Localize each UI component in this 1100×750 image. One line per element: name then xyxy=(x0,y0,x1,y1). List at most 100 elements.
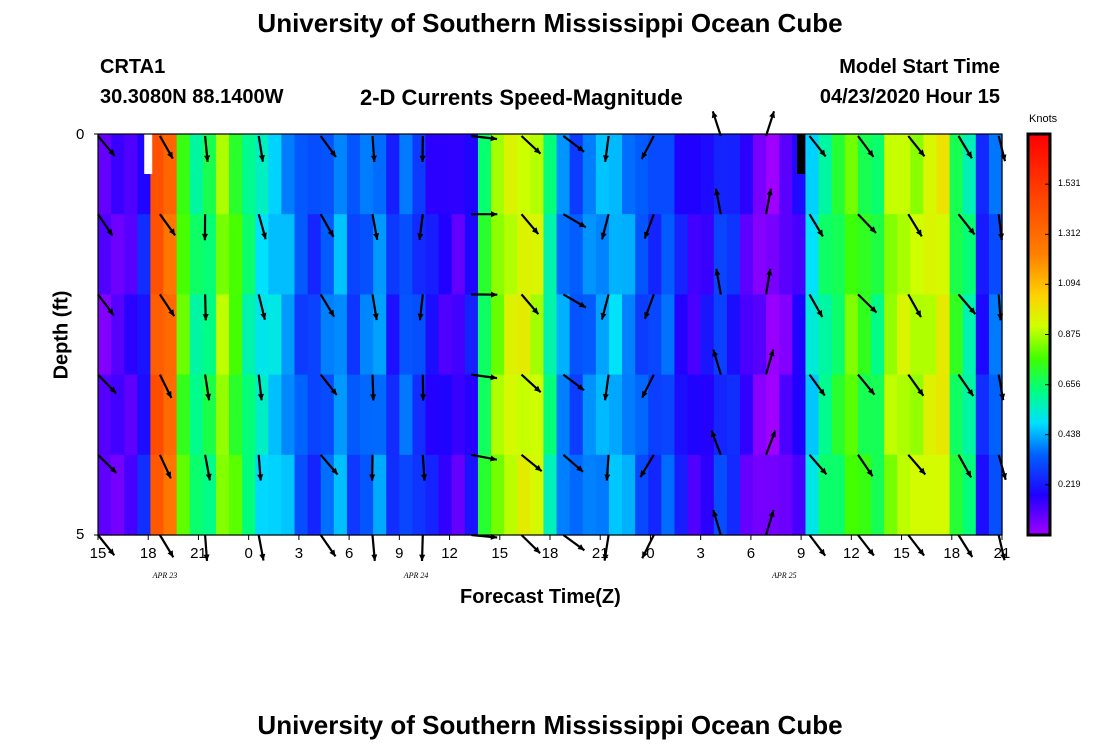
heatmap-cell xyxy=(831,374,846,456)
missing-data-marker xyxy=(797,134,806,174)
heatmap-cell xyxy=(464,454,479,536)
current-vector-arrow xyxy=(808,293,824,318)
heatmap-cell xyxy=(556,294,571,376)
heatmap-cell xyxy=(687,214,702,295)
current-vector-arrow xyxy=(957,135,973,159)
heatmap-cell xyxy=(124,294,138,376)
heatmap-cell xyxy=(582,134,597,215)
heatmap-cell xyxy=(504,294,518,376)
heatmap-cell xyxy=(844,374,859,456)
heatmap-cell xyxy=(805,294,820,376)
current-vector-arrow xyxy=(562,135,585,153)
heatmap-cell xyxy=(124,134,138,215)
heatmap-cell xyxy=(176,134,191,215)
current-vector-arrow xyxy=(257,374,264,401)
heatmap-cell xyxy=(975,374,990,456)
heatmap-cell xyxy=(163,294,178,376)
heatmap-cell xyxy=(268,294,283,376)
heatmap-cell xyxy=(320,454,335,536)
current-vector-arrow xyxy=(371,294,379,321)
heatmap-cell xyxy=(124,454,138,536)
heatmap-cell xyxy=(425,134,440,215)
heatmap-cell xyxy=(137,374,151,456)
heatmap-cell xyxy=(294,374,309,456)
heatmap-cell xyxy=(713,454,728,536)
heatmap-cell xyxy=(281,134,296,215)
heatmap-cell xyxy=(543,294,558,376)
heatmap-cell xyxy=(739,214,754,295)
current-vector-arrow xyxy=(158,534,175,558)
heatmap-cell xyxy=(163,134,178,215)
heatmap-cell xyxy=(556,214,571,295)
heatmap-cell xyxy=(333,454,348,536)
heatmap-cell xyxy=(910,454,924,536)
heatmap-cell xyxy=(622,134,636,215)
current-vector-arrow xyxy=(957,454,973,479)
heatmap-cell xyxy=(477,134,492,215)
current-vector-arrow xyxy=(907,293,922,318)
heatmap-cell xyxy=(897,214,911,295)
heatmap-cell xyxy=(215,214,230,295)
heatmap-cell xyxy=(255,134,269,215)
model-start-label: Model Start Time xyxy=(839,56,1000,78)
heatmap-cell xyxy=(399,294,414,376)
heatmap-cell xyxy=(622,374,636,456)
x-tick-label: 9 xyxy=(796,545,806,562)
heatmap-cell xyxy=(726,294,741,376)
heatmap-cell xyxy=(517,454,531,536)
heatmap-cell xyxy=(451,454,466,536)
heatmap-cell xyxy=(766,374,780,456)
heatmap-cell xyxy=(936,214,951,295)
heatmap-cell xyxy=(176,454,191,536)
heatmap-cell xyxy=(543,454,558,536)
heatmap-cell xyxy=(635,214,649,295)
current-vector-arrow xyxy=(562,373,585,392)
heatmap-cell xyxy=(674,374,689,456)
heatmap-cell xyxy=(202,454,217,536)
current-vector-arrow xyxy=(641,374,655,399)
day-label: APR 25 xyxy=(772,571,797,580)
heatmap-cell xyxy=(700,134,715,215)
heatmap-cell xyxy=(936,374,951,456)
model-start-time: 04/23/2020 Hour 15 xyxy=(819,86,1000,108)
heatmap-cell xyxy=(582,214,597,295)
heatmap-cell xyxy=(229,374,243,456)
heatmap-cell xyxy=(111,294,125,376)
heatmap-cell xyxy=(242,134,256,215)
heatmap-cell xyxy=(386,454,400,536)
heatmap-cell xyxy=(150,454,165,536)
heatmap-cell xyxy=(229,294,243,376)
heatmap-cell xyxy=(98,134,112,215)
x-axis-label: Forecast Time(Z) xyxy=(460,586,621,608)
colorbar-tick-label: 1.312 xyxy=(1058,228,1081,239)
current-vector-arrow xyxy=(808,135,827,158)
current-vector-arrow xyxy=(857,373,876,396)
heatmap-cell xyxy=(569,134,584,215)
heatmap-cell xyxy=(386,374,400,456)
heatmap-cell xyxy=(713,294,728,376)
heatmap-cell xyxy=(111,214,125,295)
heatmap-cell xyxy=(360,294,374,376)
current-vector-arrow xyxy=(159,213,176,236)
heatmap-cell xyxy=(451,294,466,376)
heatmap-cell xyxy=(176,294,191,376)
heatmap-cell xyxy=(962,294,977,376)
heatmap-cell xyxy=(346,294,361,376)
current-vector-arrow xyxy=(371,534,378,561)
heatmap-cell xyxy=(530,454,545,536)
current-vector-arrow xyxy=(808,373,826,397)
heatmap-cell xyxy=(857,134,872,215)
x-tick-label: 21 xyxy=(993,545,1011,562)
station-coords: 30.3080N 88.1400W xyxy=(100,86,284,108)
current-vector-arrow xyxy=(471,291,498,298)
current-vector-arrow xyxy=(997,534,1007,561)
heatmap-cell xyxy=(831,214,846,295)
heatmap-cell xyxy=(530,374,545,456)
current-vector-arrow xyxy=(857,454,874,477)
colorbar-unit: Knots xyxy=(1029,113,1058,125)
current-vector-arrow xyxy=(957,534,974,558)
current-vector-arrow xyxy=(602,374,610,401)
current-vector-arrow xyxy=(202,294,209,321)
heatmap-cell xyxy=(517,134,531,215)
heatmap-cell xyxy=(674,214,689,295)
